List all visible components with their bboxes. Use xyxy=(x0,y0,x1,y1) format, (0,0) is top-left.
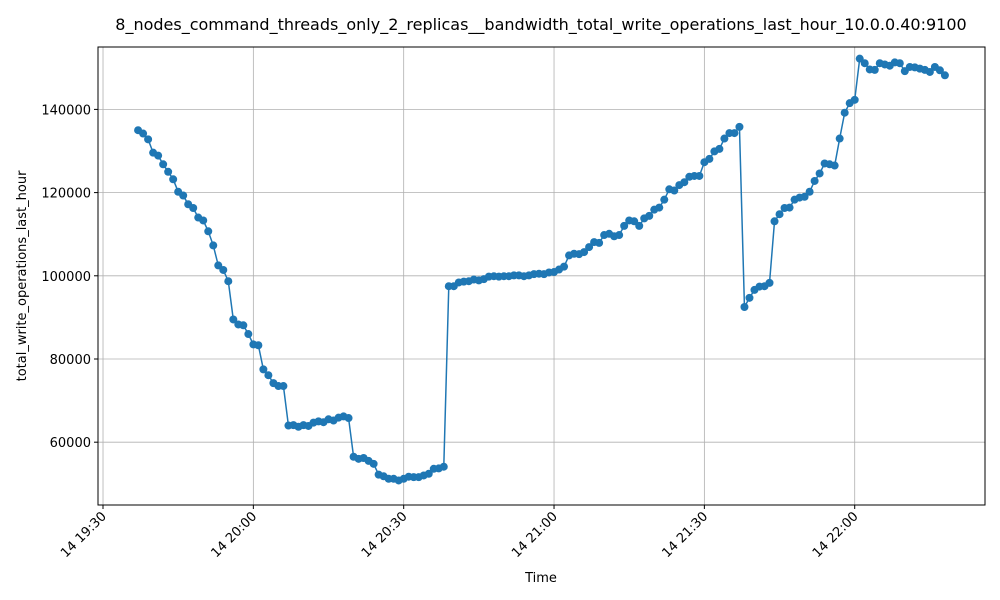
data-point xyxy=(765,278,774,287)
y-tick-label: 140000 xyxy=(41,103,91,118)
y-axis-label: total_write_operations_last_hour xyxy=(15,170,30,381)
data-point xyxy=(935,66,944,75)
data-point xyxy=(735,122,744,131)
data-point xyxy=(369,459,378,468)
data-point xyxy=(810,176,819,185)
data-point xyxy=(695,171,704,180)
data-point xyxy=(199,216,208,225)
data-point xyxy=(595,238,604,247)
data-point xyxy=(239,321,248,330)
data-point xyxy=(730,129,739,138)
data-point xyxy=(785,203,794,212)
data-point xyxy=(655,203,664,212)
data-point xyxy=(139,129,148,138)
data-point xyxy=(244,330,253,339)
data-point xyxy=(645,211,654,220)
data-point xyxy=(925,67,934,76)
data-point xyxy=(209,241,218,250)
data-point xyxy=(895,59,904,68)
data-point xyxy=(424,469,433,478)
data-point xyxy=(615,231,624,240)
data-point xyxy=(620,221,629,230)
data-point xyxy=(705,154,714,163)
data-point xyxy=(344,414,353,423)
x-axis-label: Time xyxy=(524,571,557,586)
data-point xyxy=(850,95,859,104)
data-point xyxy=(830,161,839,170)
data-point xyxy=(940,71,949,80)
y-tick-label: 120000 xyxy=(41,187,91,202)
data-point xyxy=(254,341,263,350)
data-point xyxy=(815,169,824,178)
data-point xyxy=(259,365,268,374)
data-point xyxy=(835,134,844,143)
data-point xyxy=(580,248,589,257)
data-point xyxy=(680,178,689,187)
y-tick-label: 60000 xyxy=(50,436,91,451)
data-point xyxy=(585,243,594,252)
data-point xyxy=(635,221,644,230)
data-point xyxy=(224,277,233,286)
data-point xyxy=(219,265,228,274)
data-point xyxy=(775,210,784,219)
data-point xyxy=(860,59,869,68)
data-point xyxy=(715,144,724,153)
data-point xyxy=(189,203,198,212)
chart-title: 8_nodes_command_threads_only_2_replicas_… xyxy=(115,15,966,35)
data-point xyxy=(279,382,288,391)
y-tick-label: 100000 xyxy=(41,270,91,285)
data-point xyxy=(229,315,238,324)
data-point xyxy=(660,195,669,204)
data-point xyxy=(179,191,188,200)
data-point xyxy=(264,371,273,380)
y-tick-label: 80000 xyxy=(50,353,91,368)
data-point xyxy=(745,293,754,302)
data-point xyxy=(560,262,569,271)
data-point xyxy=(154,151,163,160)
data-point xyxy=(740,302,749,311)
data-point xyxy=(159,160,168,169)
data-point xyxy=(770,217,779,226)
data-point xyxy=(840,108,849,117)
data-point xyxy=(805,187,814,196)
data-point xyxy=(670,186,679,195)
data-point xyxy=(720,134,729,143)
data-point xyxy=(204,227,213,236)
data-point xyxy=(164,167,173,176)
data-point xyxy=(144,135,153,144)
data-point xyxy=(169,175,178,184)
data-point xyxy=(800,192,809,201)
data-point xyxy=(439,462,448,471)
plot-frame xyxy=(97,46,986,506)
data-point xyxy=(870,65,879,74)
